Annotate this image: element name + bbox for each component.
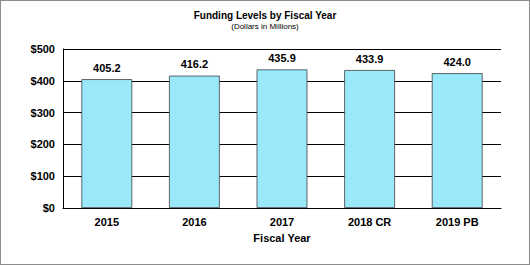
- svg-text:$0: $0: [43, 202, 55, 214]
- svg-text:(Dollars in Millions): (Dollars in Millions): [231, 22, 299, 31]
- svg-text:433.9: 433.9: [356, 53, 384, 65]
- svg-text:405.2: 405.2: [93, 62, 121, 74]
- svg-text:2018 CR: 2018 CR: [348, 216, 391, 228]
- svg-text:$500: $500: [31, 43, 55, 55]
- svg-text:$300: $300: [31, 107, 55, 119]
- svg-text:$200: $200: [31, 138, 55, 150]
- svg-text:Fiscal Year: Fiscal Year: [253, 232, 311, 244]
- svg-text:Funding Levels by Fiscal Year: Funding Levels by Fiscal Year: [194, 10, 337, 21]
- svg-text:$100: $100: [31, 170, 55, 182]
- svg-text:435.9: 435.9: [268, 52, 296, 64]
- svg-text:424.0: 424.0: [443, 56, 471, 68]
- svg-text:2019 PB: 2019 PB: [436, 216, 479, 228]
- svg-text:2015: 2015: [95, 216, 119, 228]
- svg-text:2017: 2017: [270, 216, 294, 228]
- svg-text:2016: 2016: [182, 216, 206, 228]
- svg-text:$400: $400: [31, 75, 55, 87]
- svg-text:416.2: 416.2: [181, 58, 209, 70]
